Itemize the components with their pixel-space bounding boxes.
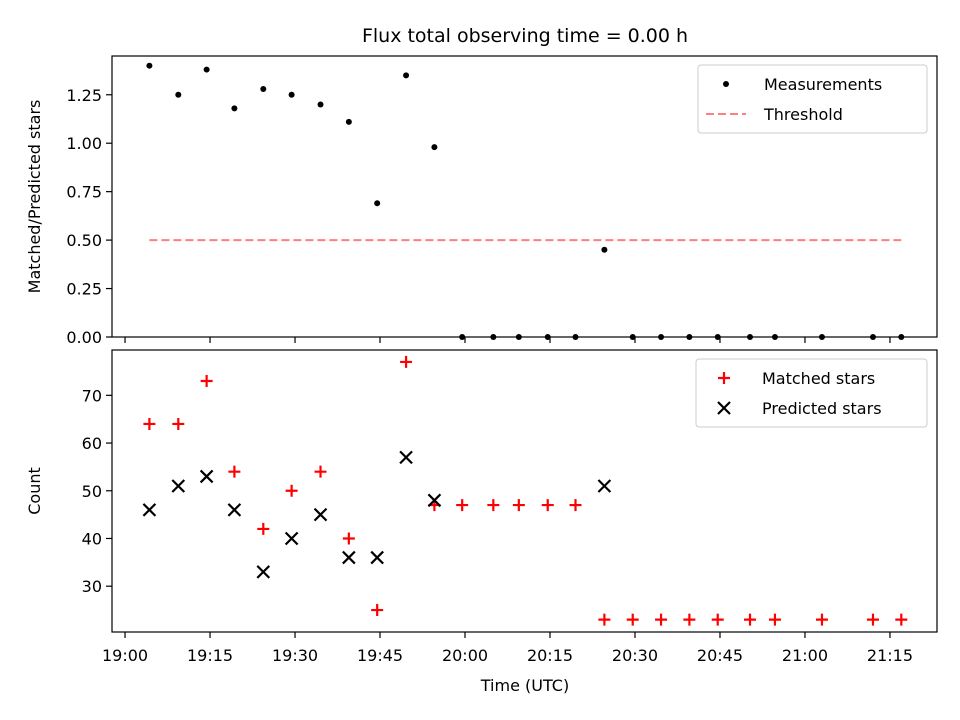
panel-1-y-tick-label: 1.00 (66, 134, 102, 153)
measurement-point (288, 91, 295, 98)
matched-star-point (895, 613, 908, 626)
predicted-star-point (227, 503, 242, 517)
measurement-point (146, 62, 153, 69)
panel-1-y-axis-label: Matched/Predicted stars (25, 100, 44, 294)
measurement-point (260, 85, 267, 92)
panel-1-y-tick-label: 0.50 (66, 231, 102, 250)
predicted-star-point (199, 469, 214, 484)
panel-2-y-tick-label: 40 (82, 529, 102, 548)
legend-measurements-handle (723, 81, 729, 87)
panel-1-y-tick-label: 0.75 (66, 183, 102, 202)
matched-star-point (342, 532, 355, 545)
matched-star-point (456, 499, 469, 512)
matched-star-point (711, 613, 724, 626)
predicted-star-point (427, 493, 442, 508)
figure-title: Flux total observing time = 0.00 h (362, 25, 688, 47)
matched-star-point (487, 499, 500, 512)
plot-panels: 0.00 0.25 0.50 0.75 1.00 1.25 Matched/Predicte… (25, 55, 938, 695)
matched-star-point (512, 499, 525, 512)
measurement-point (231, 105, 238, 112)
x-tick-label: 19:00 (102, 646, 148, 665)
x-tick-label: 19:15 (187, 646, 233, 665)
measurement-point (175, 91, 182, 98)
x-tick-label: 20:30 (612, 646, 658, 665)
matched-star-point (815, 613, 828, 626)
legend-label: Matched stars (762, 369, 875, 388)
legend-label: Measurements (764, 75, 882, 94)
x-tick-label: 19:30 (272, 646, 318, 665)
matched-star-point (655, 613, 668, 626)
predicted-star-point (342, 550, 356, 565)
legend-predicted-handle (717, 401, 731, 415)
x-tick-label: 21:15 (867, 646, 913, 665)
matched-star-point (172, 417, 185, 430)
predicted-star-point (399, 450, 413, 465)
matched-star-point (228, 465, 241, 478)
matched-star-point (866, 613, 879, 626)
predicted-star-point (284, 531, 299, 546)
matched-star-point (200, 375, 213, 388)
x-tick-label: 21:00 (782, 646, 828, 665)
panel-2-y-tick-label: 60 (82, 434, 102, 453)
predicted-star-point (597, 479, 612, 493)
measurement-point (403, 72, 410, 79)
panel-1-y-tick-label: 0.25 (66, 280, 102, 299)
matched-star-point (744, 613, 757, 626)
x-tick-label: 19:45 (357, 646, 403, 665)
matched-star-point (400, 355, 413, 368)
predicted-star-point (256, 565, 271, 579)
panel-1-y-tick-label: 0.00 (66, 328, 102, 347)
matched-star-point (285, 484, 298, 497)
matched-star-point (768, 613, 781, 626)
predicted-star-point (313, 507, 328, 522)
panel-2-y-tick-label: 70 (82, 386, 102, 405)
matched-star-point (569, 499, 582, 512)
panel-1-legend (697, 64, 928, 134)
matched-star-point (626, 613, 639, 626)
matched-star-point (314, 465, 327, 478)
legend-label: Threshold (763, 105, 843, 124)
measurement-point (317, 101, 324, 108)
matched-star-point (371, 604, 384, 617)
measurement-point (431, 144, 438, 151)
measurement-point (203, 66, 210, 73)
matched-star-point (683, 613, 696, 626)
predicted-star-point (370, 550, 384, 565)
panel-1-y-tick-label: 1.25 (66, 86, 102, 105)
measurement-point (601, 246, 608, 253)
legend-label: Predicted stars (762, 399, 882, 418)
x-tick-label: 20:45 (697, 646, 743, 665)
matched-star-point (541, 499, 554, 512)
predicted-star-point (171, 479, 186, 493)
measurement-point (345, 118, 352, 125)
panel-1-axes-frame (111, 55, 938, 338)
measurement-point (374, 200, 381, 207)
matched-star-point (598, 613, 611, 626)
panel-2-y-tick-label: 50 (82, 482, 102, 501)
panel-2-y-tick-label: 30 (82, 577, 102, 596)
panel-2-axes-frame (111, 349, 938, 633)
matched-star-point (143, 417, 156, 430)
predicted-star-point (142, 503, 157, 517)
legend-matched-handle (718, 372, 730, 384)
matched-star-point (257, 522, 270, 535)
panel-2-y-axis-label: Count (25, 467, 44, 515)
panel-2-legend (695, 358, 928, 428)
x-axis-label: Time (UTC) (480, 676, 569, 695)
x-tick-label: 20:15 (527, 646, 573, 665)
x-tick-label: 20:00 (442, 646, 488, 665)
